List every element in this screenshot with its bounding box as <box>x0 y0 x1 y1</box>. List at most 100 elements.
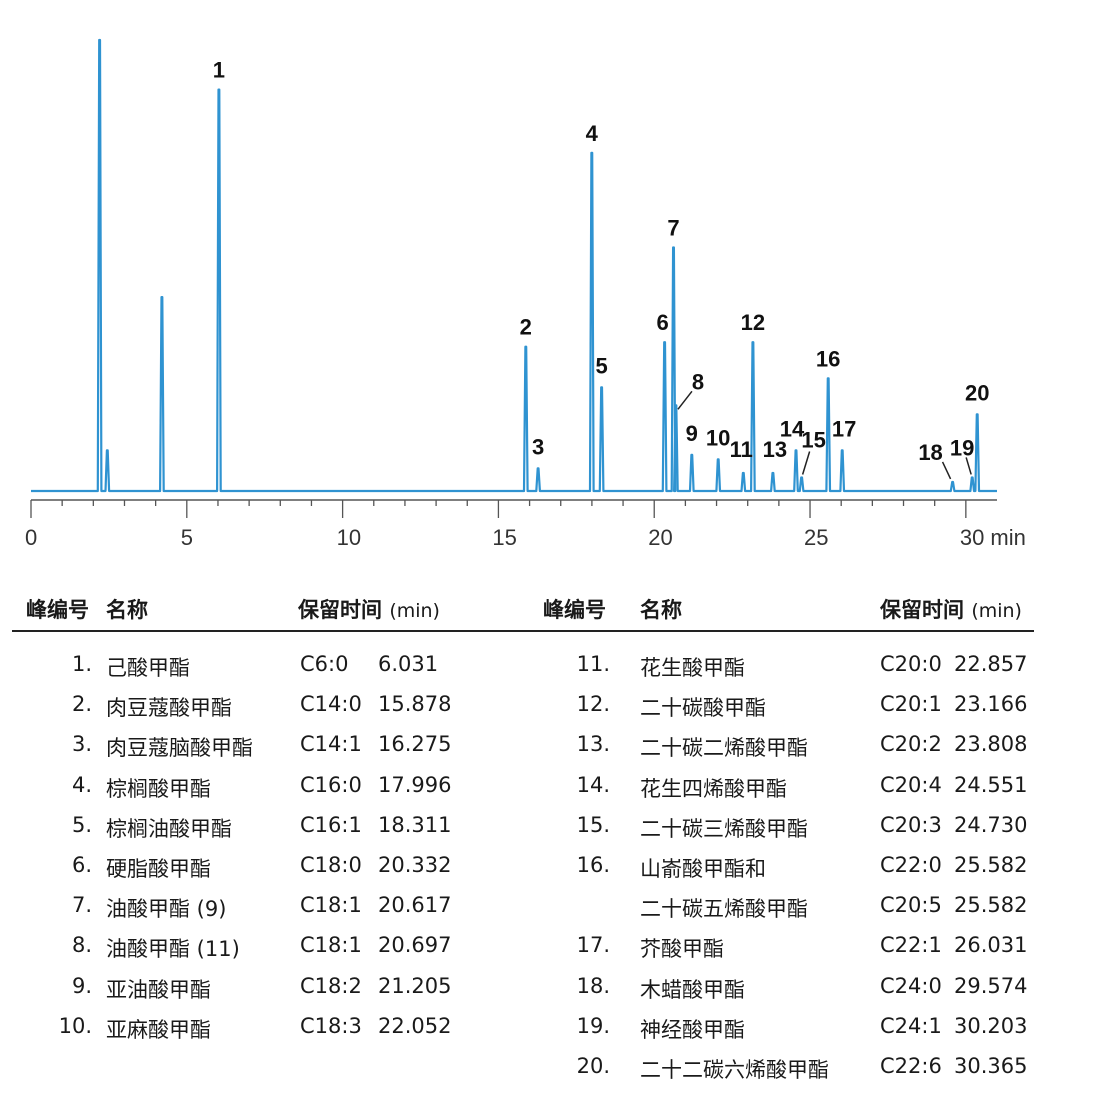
compound-name: 油酸甲酯 (11) <box>106 937 240 962</box>
peak-number: 19. <box>576 1013 610 1038</box>
table-row: 14. 花生四烯酸甲酯 C20:4 24.551 <box>0 773 1106 813</box>
peak-number: 4. <box>71 772 92 797</box>
compound-name: 亚麻酸甲酯 <box>106 1017 211 1042</box>
carbon-notation: C20:3 <box>880 812 942 837</box>
retention-time: 30.365 <box>954 1054 1028 1078</box>
peak-number: 16. <box>576 853 610 877</box>
peak-label: 20 <box>965 380 989 405</box>
compound-name: 二十碳五烯酸甲酯 <box>640 897 808 922</box>
carbon-notation: C16:0 <box>300 772 362 797</box>
table-row: 二十碳五烯酸甲酯 C20:5 25.582 <box>0 893 1106 933</box>
header-rt-left: 保留时间 (min) <box>298 594 440 624</box>
compound-name: 二十碳酸甲酯 <box>640 696 766 721</box>
carbon-notation: C18:1 <box>300 933 362 958</box>
peak-number: 13. <box>576 732 610 757</box>
peak-label: 10 <box>706 425 730 450</box>
header-rt-left-unit: (min) <box>389 600 440 622</box>
table-row: 16. 山嵛酸甲酯和 C22:0 25.582 <box>0 853 1106 893</box>
compound-name: 花生四烯酸甲酯 <box>640 776 787 801</box>
carbon-notation: C6:0 <box>300 652 349 676</box>
carbon-notation: C14:1 <box>300 732 362 757</box>
peak-label: 19 <box>950 435 974 460</box>
carbon-notation: C18:0 <box>300 853 362 877</box>
compound-name: 二十碳三烯酸甲酯 <box>640 816 808 841</box>
peak-label: 7 <box>667 215 679 240</box>
retention-time: 30.203 <box>954 1013 1028 1038</box>
carbon-notation: C22:1 <box>880 933 942 958</box>
compound-name: 油酸甲酯 (9) <box>106 897 227 922</box>
peak-label: 18 <box>918 440 942 465</box>
compound-name: 花生酸甲酯 <box>640 656 745 680</box>
header-rt-right-unit: (min) <box>971 600 1022 622</box>
compound-name: 棕榈酸甲酯 <box>106 776 211 801</box>
table-row: 19. 神经酸甲酯 C24:1 30.203 <box>0 1014 1106 1054</box>
peak-number: 8. <box>71 933 92 958</box>
retention-time: 26.031 <box>954 933 1028 958</box>
peak-label: 9 <box>686 421 698 446</box>
retention-time: 21.205 <box>378 973 452 998</box>
compound-name: 肉豆蔻酸甲酯 <box>106 696 232 721</box>
peak-number: 14. <box>576 772 610 797</box>
compound-name: 木蜡酸甲酯 <box>640 977 745 1002</box>
table-row: 15. 二十碳三烯酸甲酯 C20:3 24.730 <box>0 813 1106 853</box>
peak-label: 5 <box>595 353 607 378</box>
carbon-notation: C18:3 <box>300 1013 362 1038</box>
retention-time: 16.275 <box>378 732 452 757</box>
table-row: 2. 肉豆蔻酸甲酯 C14:0 15.878 <box>0 692 1106 732</box>
x-tick-label: 15 <box>492 525 516 550</box>
peak-label: 11 <box>730 437 753 462</box>
peak-label: 8 <box>692 369 704 394</box>
table-row: 10. 亚麻酸甲酯 C18:3 22.052 <box>0 1014 1106 1054</box>
x-tick-label: 10 <box>337 525 361 550</box>
table-row: 1. 己酸甲酯 C6:0 6.031 <box>0 652 1106 692</box>
carbon-notation: C22:6 <box>880 1054 942 1078</box>
x-tick-label: 20 <box>648 525 672 550</box>
retention-time: 25.582 <box>954 853 1028 877</box>
peak-number: 3. <box>71 732 92 757</box>
table-row: 8. 油酸甲酯 (11) C18:1 20.697 <box>0 933 1106 973</box>
table-row: 11. 花生酸甲酯 C20:0 22.857 <box>0 652 1106 692</box>
retention-time: 24.551 <box>954 772 1028 797</box>
peak-number: 5. <box>71 812 92 837</box>
x-tick-label: 25 <box>804 525 828 550</box>
peak-number: 6. <box>71 853 92 877</box>
peak-number: 17. <box>576 933 610 958</box>
table-row: 18. 木蜡酸甲酯 C24:0 29.574 <box>0 974 1106 1014</box>
compound-name: 亚油酸甲酯 <box>106 977 211 1002</box>
header-rt-right-text: 保留时间 <box>880 598 964 622</box>
chromatogram-trace <box>31 38 997 493</box>
retention-time: 22.052 <box>378 1013 452 1038</box>
header-rule <box>12 630 1034 632</box>
peak-leader-line <box>965 457 972 475</box>
peak-label: 14 <box>780 416 805 441</box>
peak-number: 18. <box>576 973 610 998</box>
peak-leader-line <box>677 390 693 410</box>
peak-number: 20. <box>576 1054 610 1078</box>
retention-time: 20.697 <box>378 933 452 958</box>
carbon-notation: C20:5 <box>880 893 942 918</box>
carbon-notation: C20:1 <box>880 692 942 717</box>
carbon-notation: C16:1 <box>300 812 362 837</box>
retention-time: 29.574 <box>954 973 1028 998</box>
table-row: 6. 硬脂酸甲酯 C18:0 20.332 <box>0 853 1106 893</box>
compound-name: 棕榈油酸甲酯 <box>106 816 232 841</box>
peak-number: 1. <box>71 652 92 676</box>
retention-time: 25.582 <box>954 893 1028 918</box>
peak-label: 4 <box>586 121 599 146</box>
header-name-left: 名称 <box>106 598 148 622</box>
table-row: 17. 芥酸甲酯 C22:1 26.031 <box>0 933 1106 973</box>
carbon-notation: C20:2 <box>880 732 942 757</box>
x-tick-label: 30 min <box>960 525 1026 550</box>
table-row: 3. 肉豆蔻脑酸甲酯 C14:1 16.275 <box>0 732 1106 772</box>
header-peak-no-right: 峰编号 <box>543 598 606 622</box>
carbon-notation: C18:1 <box>300 893 362 918</box>
peak-label: 16 <box>816 346 840 371</box>
peak-table: 峰编号 名称 保留时间 (min) 峰编号 名称 保留时间 (min) 1. 己酸… <box>0 580 1106 1100</box>
retention-time: 20.332 <box>378 853 452 877</box>
table-row: 5. 棕榈油酸甲酯 C16:1 18.311 <box>0 813 1106 853</box>
compound-name: 神经酸甲酯 <box>640 1017 745 1042</box>
compound-name: 二十二碳六烯酸甲酯 <box>640 1058 829 1082</box>
peak-number: 9. <box>71 973 92 998</box>
peak-number: 15. <box>576 812 610 837</box>
